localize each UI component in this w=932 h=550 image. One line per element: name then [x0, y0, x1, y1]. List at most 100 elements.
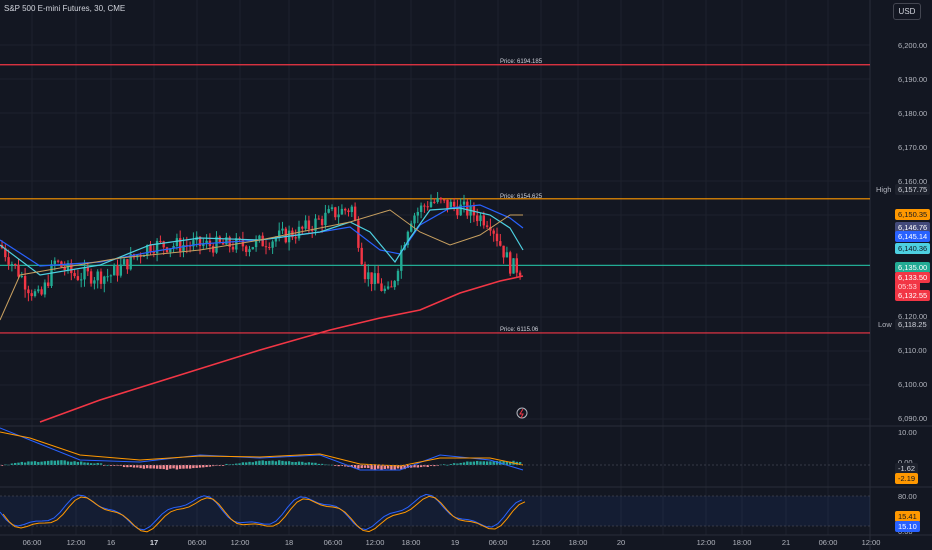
macd-histogram-bar — [231, 464, 235, 465]
macd-histogram-bar — [459, 462, 462, 465]
macd-histogram-bar — [400, 465, 403, 470]
macd-histogram-bar — [172, 465, 175, 469]
candle-body — [116, 265, 119, 276]
candle-body — [281, 228, 284, 231]
candle-body — [162, 241, 165, 248]
macd-histogram-bar — [175, 465, 179, 470]
candle-body — [258, 235, 261, 240]
candle-body — [146, 245, 149, 256]
time-label: 12:00 — [230, 538, 250, 547]
level-label: Price: 6115.06 — [500, 327, 539, 333]
horizontal-levels[interactable] — [0, 64, 870, 334]
macd-histogram-bar — [383, 465, 386, 469]
macd-histogram-bar — [208, 465, 212, 467]
macd-histogram-bar — [212, 465, 215, 467]
macd-histogram-bar — [17, 462, 20, 465]
candle-body — [155, 240, 159, 254]
macd-histogram-bar — [518, 461, 522, 465]
candle-body — [330, 207, 334, 210]
price-tag: 6,135.00 — [895, 262, 931, 273]
macd-histogram-bar — [271, 460, 274, 465]
candle-body — [320, 218, 324, 226]
price-tag: 6,140.36 — [895, 243, 931, 254]
macd-histogram-bar — [10, 463, 14, 465]
stochastic-pane — [0, 493, 870, 533]
symbol-title[interactable]: S&P 500 E-mini Futures, 30, CME — [4, 4, 126, 13]
price-tick: 6,180.00 — [898, 109, 928, 118]
time-label: 06:00 — [22, 538, 42, 547]
price-tag: 6,133.50 — [895, 272, 931, 283]
candle-body — [218, 236, 221, 243]
macd-histogram-bar — [198, 465, 202, 468]
macd-histogram-bar — [109, 465, 113, 466]
macd-histogram-bar — [254, 461, 258, 465]
candle-body — [182, 245, 185, 252]
candle-body — [271, 241, 274, 248]
macd-histogram-bar — [188, 465, 192, 469]
candle-body — [27, 289, 30, 294]
macd-histogram-bar — [413, 465, 416, 468]
stoch-band — [0, 496, 870, 526]
candle-body — [23, 276, 27, 290]
macd-histogram-bar — [93, 463, 96, 465]
candle-body — [231, 246, 235, 250]
candle-body — [10, 264, 14, 266]
candle-body — [248, 249, 251, 253]
candle-body — [225, 237, 228, 245]
macd-histogram-bar — [179, 465, 182, 469]
candle-body — [254, 239, 258, 248]
candle-body — [317, 218, 320, 220]
candle-body — [86, 267, 89, 272]
time-label: 18:00 — [732, 538, 752, 547]
candle-body — [188, 245, 192, 247]
macd-histogram-bar — [429, 465, 433, 466]
time-label: 20 — [616, 538, 626, 547]
macd-histogram-bar — [165, 465, 169, 470]
macd-histogram-bar — [390, 465, 393, 470]
macd-tag: -1.62 — [895, 463, 919, 474]
price-tag: 6,150.35 — [895, 209, 931, 220]
currency-button[interactable]: USD — [893, 3, 921, 20]
macd-histogram-bar — [142, 465, 146, 469]
candle-body — [472, 205, 476, 216]
macd-tag: -2.19 — [895, 473, 919, 484]
macd-histogram-bar — [40, 461, 43, 465]
candle-body — [439, 197, 443, 200]
moving-averages — [0, 204, 524, 423]
candle-body — [347, 210, 350, 213]
candle-body — [479, 215, 482, 222]
candle-body — [198, 236, 202, 247]
candle-body — [505, 252, 509, 258]
candle-body — [212, 245, 215, 253]
candle-body — [350, 206, 353, 213]
macd-histogram-bar — [185, 465, 188, 469]
candle-body — [386, 286, 390, 289]
macd-histogram-bar — [169, 465, 172, 469]
time-label: 18:00 — [401, 538, 421, 547]
macd-histogram-bar — [479, 461, 482, 465]
candle-body — [396, 270, 400, 282]
candle-body — [393, 281, 396, 288]
macd-histogram-bar — [274, 461, 278, 465]
macd-histogram-bar — [238, 463, 241, 465]
candle-body — [245, 246, 248, 253]
macd-histogram-bar — [363, 465, 367, 468]
price-tick: 6,100.00 — [898, 380, 928, 389]
price-tick: 6,110.00 — [898, 346, 927, 355]
macd-histogram-bar — [419, 465, 423, 468]
time-label: 18 — [284, 538, 294, 547]
stoch-d-line — [2, 495, 526, 533]
macd-histogram-bar — [344, 465, 347, 467]
macd-histogram-bar — [106, 464, 109, 466]
candle-body — [334, 207, 337, 218]
macd-histogram-bar — [449, 464, 452, 465]
macd-histogram-bar — [89, 463, 93, 465]
macd-histogram-bar — [278, 460, 281, 465]
macd-histogram-bar — [291, 461, 294, 465]
macd-histogram-bar — [373, 465, 377, 470]
candle-body — [324, 212, 327, 226]
candle-body — [89, 271, 93, 284]
macd-histogram-bar — [307, 462, 311, 465]
macd-histogram-bar — [50, 460, 53, 465]
